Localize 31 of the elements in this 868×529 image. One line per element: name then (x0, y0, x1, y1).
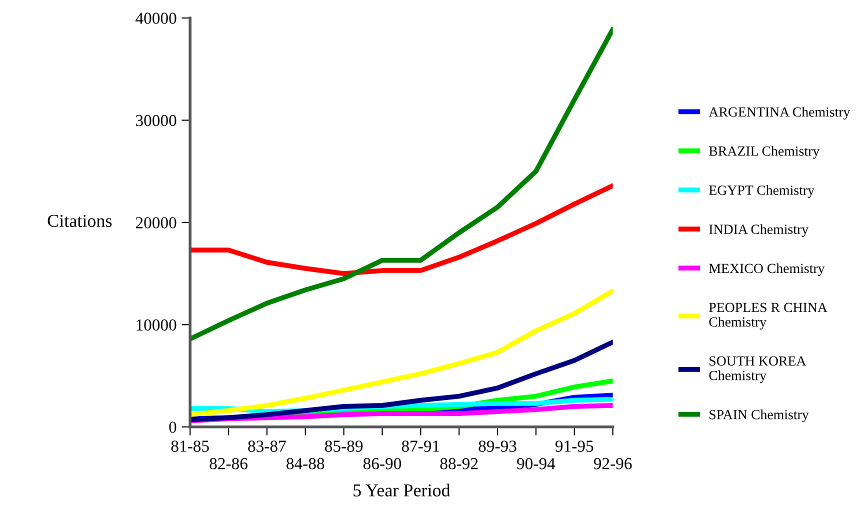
line-series (190, 288, 613, 418)
x-tick-label: 82-86 (210, 458, 248, 470)
y-tick-label: 20000 (136, 217, 176, 228)
y-tick-label: 40000 (136, 12, 176, 24)
x-tick-label: 92-96 (594, 458, 632, 470)
legend-label: PEOPLES R CHINA Chemistry (709, 302, 828, 330)
line-series (190, 340, 613, 422)
x-axis-title: 5 Year Period (354, 484, 450, 496)
line-series (190, 183, 613, 276)
x-tick-label: 84-88 (286, 458, 324, 470)
y-tick-label: 10000 (136, 319, 176, 331)
x-tick-label: 87-91 (402, 440, 440, 452)
legend-label: BRAZIL Chemistry (709, 146, 820, 159)
x-tick-label: 91-95 (555, 440, 594, 452)
x-tick-label: 83-87 (248, 440, 286, 452)
y-axis-title: Citations (48, 214, 112, 227)
legend-label: SOUTH KOREA Chemistry (709, 356, 806, 384)
legend-label: INDIA Chemistry (709, 224, 808, 237)
line-series (190, 26, 613, 342)
legend-label: MEXICO Chemistry (709, 263, 825, 276)
x-tick-label: 90-94 (517, 458, 556, 470)
legend-label: SPAIN Chemistry (710, 410, 809, 422)
x-tick-label: 86-90 (363, 458, 402, 470)
x-tick-label: 85-89 (325, 440, 363, 452)
legend-label: ARGENTINA Chemistry (708, 106, 850, 120)
x-tick-label: 88-92 (440, 458, 478, 470)
x-tick-label: 81-85 (171, 440, 209, 452)
legend-label: EGYPT Chemistry (709, 185, 814, 198)
y-tick-label: 0 (169, 422, 176, 433)
x-tick-label: 89-93 (478, 440, 516, 452)
y-tick-label: 30000 (136, 114, 176, 126)
